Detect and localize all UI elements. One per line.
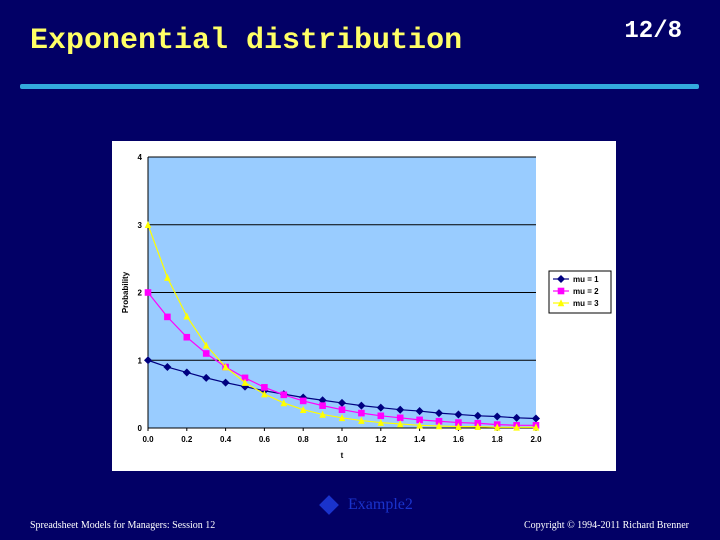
data-point bbox=[164, 313, 171, 321]
slide-title: Exponential distribution bbox=[30, 24, 463, 58]
data-point bbox=[396, 414, 404, 422]
data-point bbox=[396, 420, 404, 428]
legend: mu = 1 mu = 2 mu = 3 bbox=[548, 270, 612, 314]
data-point bbox=[512, 413, 521, 422]
data-point bbox=[454, 410, 463, 419]
y-tick-label: 1 bbox=[138, 356, 143, 365]
x-tick-label: 1.8 bbox=[492, 435, 504, 444]
x-tick-label: 0.8 bbox=[298, 435, 310, 444]
x-tick-label: 0.2 bbox=[181, 435, 193, 444]
data-point bbox=[531, 414, 541, 423]
y-tick-label: 2 bbox=[138, 289, 143, 298]
data-point bbox=[377, 412, 385, 420]
data-point bbox=[280, 399, 288, 407]
footer-copyright: Copyright © 1994-2011 Richard Brenner bbox=[524, 520, 689, 531]
data-point bbox=[358, 416, 365, 424]
data-point bbox=[396, 405, 405, 414]
data-point bbox=[261, 384, 268, 391]
title-divider bbox=[20, 84, 699, 89]
x-axis-title: t bbox=[341, 451, 344, 460]
data-point bbox=[319, 410, 326, 418]
x-tick-label: 1.2 bbox=[375, 435, 387, 444]
data-point bbox=[280, 391, 288, 399]
data-point bbox=[455, 422, 462, 430]
data-point bbox=[261, 390, 268, 398]
series-3 bbox=[144, 220, 540, 431]
data-point bbox=[338, 406, 346, 414]
data-point bbox=[358, 409, 365, 417]
data-point bbox=[182, 368, 191, 377]
legend-label: mu = 2 bbox=[573, 287, 599, 296]
data-point bbox=[435, 422, 443, 430]
data-point bbox=[338, 414, 346, 422]
data-point bbox=[164, 273, 171, 281]
data-point bbox=[416, 416, 423, 424]
legend-marker bbox=[556, 274, 566, 284]
data-point bbox=[377, 418, 385, 426]
legend-label: mu = 1 bbox=[573, 275, 599, 284]
y-axis-title: Probability bbox=[121, 271, 130, 313]
x-tick-label: 1.4 bbox=[414, 435, 426, 444]
data-point bbox=[435, 417, 443, 425]
data-point bbox=[163, 363, 172, 372]
data-point bbox=[202, 373, 211, 382]
data-point bbox=[319, 402, 326, 409]
data-point bbox=[513, 423, 520, 431]
data-point bbox=[434, 409, 444, 418]
x-tick-label: 0.6 bbox=[259, 435, 271, 444]
footer-course: Spreadsheet Models for Managers: Session… bbox=[30, 520, 216, 531]
exponential-chart: 0 1 2 3 4 0.0 0.2 0.4 0.6 0.8 1.0 1.2 1.4 1.6 1.8 2.0 t P… bbox=[121, 153, 612, 460]
data-point bbox=[416, 421, 423, 429]
x-tick-label: 1.6 bbox=[453, 435, 465, 444]
y-tick-label: 0 bbox=[138, 424, 143, 433]
legend-label: mu = 3 bbox=[573, 299, 599, 308]
example-link-label[interactable]: Example2 bbox=[348, 496, 413, 513]
data-point bbox=[202, 350, 210, 357]
y-tick-label: 3 bbox=[138, 221, 143, 230]
data-point bbox=[183, 312, 191, 320]
data-point bbox=[532, 423, 540, 431]
y-tick-label: 4 bbox=[138, 153, 143, 162]
data-point bbox=[474, 422, 482, 430]
x-tick-label: 1.0 bbox=[336, 435, 348, 444]
diamond-bullet-icon bbox=[319, 495, 339, 515]
legend-marker bbox=[557, 299, 565, 307]
data-point bbox=[376, 403, 385, 412]
slide-number: 12/8 bbox=[624, 18, 682, 45]
data-point bbox=[241, 374, 249, 382]
data-point bbox=[222, 363, 229, 371]
legend-marker bbox=[557, 287, 565, 295]
x-tick-label: 2.0 bbox=[530, 435, 542, 444]
data-point bbox=[337, 398, 347, 407]
data-point bbox=[221, 378, 230, 387]
data-point bbox=[183, 333, 191, 341]
x-tick-label: 0.0 bbox=[142, 435, 154, 444]
data-point bbox=[473, 411, 482, 420]
data-point bbox=[144, 220, 152, 229]
data-point bbox=[299, 397, 307, 405]
data-point bbox=[202, 341, 210, 349]
data-point bbox=[299, 405, 307, 414]
chart-panel: 0 1 2 3 4 0.0 0.2 0.4 0.6 0.8 1.0 1.2 1.4 1.6 1.8 2.0 t P… bbox=[112, 141, 616, 471]
data-point bbox=[241, 378, 249, 386]
data-point bbox=[143, 356, 153, 365]
data-point bbox=[493, 412, 502, 421]
data-point bbox=[493, 423, 501, 431]
data-point bbox=[144, 289, 152, 296]
x-tick-label: 0.4 bbox=[220, 435, 232, 444]
series-1 bbox=[143, 356, 541, 423]
data-point bbox=[357, 401, 366, 410]
data-point bbox=[415, 407, 424, 416]
data-point bbox=[455, 419, 462, 426]
